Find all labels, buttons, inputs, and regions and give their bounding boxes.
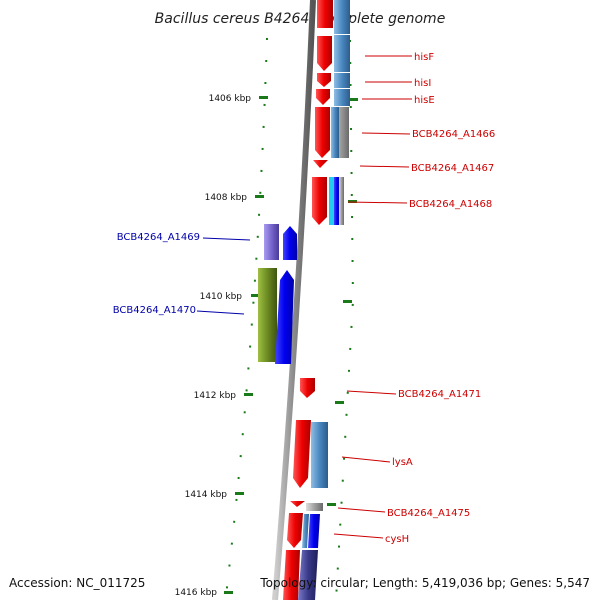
scale-tick (244, 393, 253, 396)
gene-label[interactable]: BCB4264_A1468 (409, 199, 492, 210)
cog-bar (334, 72, 350, 73)
cog-bar (302, 514, 309, 548)
scale-tick (235, 492, 244, 495)
scale-tick (255, 195, 264, 198)
gene-arrow-hisI[interactable] (317, 73, 331, 87)
gene-label[interactable]: BCB4264_A1470 (113, 305, 196, 316)
leader-line (361, 132, 411, 135)
scale-label: 1414 kbp (185, 490, 228, 500)
leader-line (196, 310, 245, 315)
gene-label[interactable]: BCB4264_A1467 (411, 163, 494, 174)
scale-tick (343, 300, 352, 303)
forward-cog-bars (298, 0, 350, 600)
gene-arrow-BCB4264_A1466[interactable] (315, 107, 330, 158)
gene-arrow-top[interactable] (317, 0, 333, 28)
cog-bar (311, 422, 328, 488)
accession-text: Accession: NC_011725 (9, 576, 146, 590)
gene-arrow-BCB4264_A1475[interactable] (290, 501, 305, 507)
gene-arrow-hisE[interactable] (316, 89, 330, 105)
gene-label[interactable]: BCB4264_A1471 (398, 389, 481, 400)
scale-tick (327, 503, 336, 506)
cog-bar (306, 503, 323, 511)
leader-line (337, 507, 386, 513)
gene-label[interactable]: hisF (414, 52, 434, 63)
scale-tick (335, 401, 344, 404)
leader-line (346, 390, 397, 395)
cog-bar (308, 514, 320, 548)
gene-arrow-hisF[interactable] (317, 36, 332, 71)
reverse-genes (258, 224, 297, 364)
cog-bar (334, 88, 350, 89)
reverse-labels: BCB4264_A1469 BCB4264_A1470 (113, 232, 251, 316)
topology-text: Topology: circular; Length: 5,419,036 bp… (260, 576, 590, 590)
cog-bar-BCB4264_A1470 (258, 268, 277, 362)
scale-label: 1416 kbp (175, 588, 218, 598)
scale-tick (349, 98, 358, 101)
gene-arrow-BCB4264_A1471[interactable] (300, 378, 315, 398)
gene-arrow-bottom[interactable] (283, 550, 300, 600)
scale-tick (259, 96, 268, 99)
scale-label: 1410 kbp (200, 292, 243, 302)
scale-label: 1406 kbp (209, 94, 252, 104)
gene-arrow-BCB4264_A1469[interactable] (283, 226, 297, 260)
cog-bar (334, 34, 350, 35)
gene-arrow-lysA[interactable] (293, 420, 311, 488)
gene-arrow-BCB4264_A1467[interactable] (313, 160, 328, 168)
leader-line (202, 237, 251, 241)
scale-ticks (224, 96, 358, 594)
cog-bar (334, 177, 340, 225)
cog-bar (329, 177, 335, 225)
scale-tick (224, 591, 233, 594)
genome-backbone (272, 0, 316, 600)
gene-arrow-cysH[interactable] (287, 513, 303, 548)
scale-label: 1412 kbp (194, 391, 237, 401)
cog-bar-BCB4264_A1469 (264, 224, 279, 260)
gene-arrow-BCB4264_A1470[interactable] (275, 270, 294, 364)
scale-label: 1408 kbp (205, 193, 248, 203)
leader-line (359, 165, 410, 168)
gene-label[interactable]: BCB4264_A1469 (117, 232, 200, 243)
leader-line (341, 456, 391, 463)
scale-tick (348, 200, 357, 203)
forward-genes (283, 0, 333, 600)
gene-label[interactable]: hisE (414, 95, 435, 106)
gene-label[interactable]: cysH (385, 534, 409, 545)
gene-label[interactable]: hisI (414, 78, 431, 89)
cog-bar (334, 0, 350, 106)
forward-labels: hisF hisI hisE BCB4264_A1466 BCB4264_A14… (333, 52, 495, 545)
gene-label[interactable]: BCB4264_A1466 (412, 129, 495, 140)
leader-line (347, 201, 408, 204)
gene-label[interactable]: BCB4264_A1475 (387, 508, 470, 519)
gene-arrow-BCB4264_A1468[interactable] (312, 177, 327, 225)
gene-label[interactable]: lysA (392, 457, 413, 468)
scale-tick (251, 294, 260, 297)
cog-bar (298, 550, 318, 600)
map-title: Bacillus cereus B4264, complete genome (155, 11, 446, 27)
leader-line (333, 533, 384, 539)
cog-bar (339, 177, 344, 225)
cog-bar (331, 107, 339, 158)
